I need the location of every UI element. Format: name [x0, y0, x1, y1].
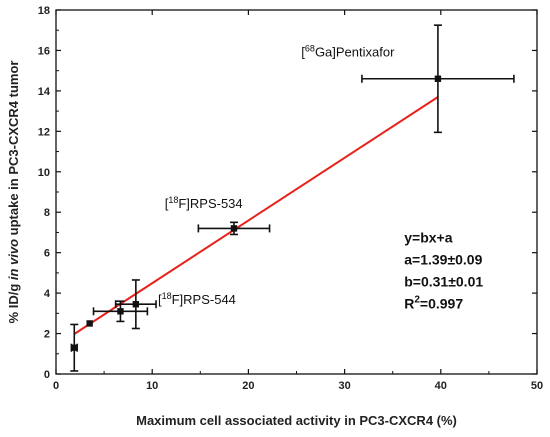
axes: 0 10 20 30 40 50 0 2 4 6 8 10 12 14 16 18 [38, 5, 543, 392]
fit-equation-line: y=bx+a [404, 230, 452, 246]
y-tick-label: 8 [44, 207, 50, 219]
data-point-group [86, 320, 93, 327]
y-tick-label: 0 [44, 369, 50, 381]
data-point [117, 308, 124, 315]
y-tick-label: 18 [38, 5, 50, 17]
data-point [434, 75, 442, 82]
data-point-group [197, 221, 271, 236]
annotations: [68Ga]Pentixafor [18F]RPS-534 [18F]RPS-544 [158, 44, 395, 308]
fit-line [73, 96, 439, 335]
data-point [230, 225, 238, 232]
data-point [132, 301, 140, 308]
y-axis-label: % ID/g in vivo uptake in PC3-CXCR4 tumor [6, 61, 21, 324]
x-tick-label: 20 [242, 380, 254, 392]
y-tick-label: 2 [44, 329, 50, 341]
y-tick-label: 6 [44, 248, 50, 260]
fit-equation-line: a=1.39±0.09 [404, 252, 482, 268]
point-label: [68Ga]Pentixafor [301, 44, 395, 60]
x-tick-label: 0 [53, 380, 59, 392]
y-tick-label: 12 [38, 126, 50, 138]
plot-frame [55, 9, 538, 375]
fit-equation-line: b=0.31±0.01 [404, 274, 483, 290]
plot-area [70, 24, 515, 372]
x-tick-label: 40 [435, 380, 447, 392]
fit-equation: y=bx+a a=1.39±0.09 b=0.31±0.01 R2=0.997 [404, 230, 483, 312]
data-point [86, 320, 93, 327]
data-point-group [114, 279, 157, 330]
data-point-group [92, 300, 149, 323]
y-tick-label: 4 [44, 288, 51, 300]
x-tick-label: 10 [146, 380, 158, 392]
x-tick-label: 50 [531, 380, 543, 392]
point-label: [18F]RPS-534 [165, 195, 243, 211]
data-point-group [361, 24, 515, 134]
x-axis-label: Maximum cell associated activity in PC3-… [136, 413, 457, 428]
y-tick-label: 14 [38, 86, 51, 98]
data-point-group [70, 323, 79, 372]
point-label: [18F]RPS-544 [158, 291, 236, 307]
data-point [71, 344, 78, 351]
fit-equation-line: R2=0.997 [404, 295, 463, 312]
y-tick-label: 16 [38, 45, 50, 57]
y-tick-label: 10 [38, 167, 50, 179]
x-tick-label: 30 [338, 380, 350, 392]
